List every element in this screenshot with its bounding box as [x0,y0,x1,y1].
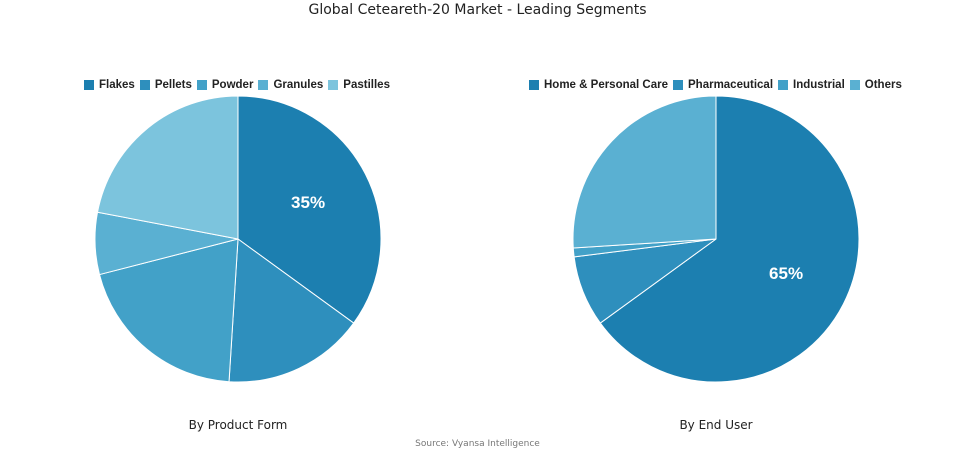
legend-swatch [529,80,539,90]
legend-end-user: Home & Personal Care Pharmaceutical Indust… [529,79,907,91]
legend-product-form: Flakes Pellets Powder Granules Pastilles [84,79,395,91]
legend-item: Granules [258,79,323,91]
legend-swatch [778,80,789,90]
legend-label: Pellets [154,79,192,91]
legend-label: Industrial [793,79,845,91]
slice-value-label: 35% [291,193,325,212]
legend-item: Others [849,79,902,91]
pie-slice-flakes [237,95,382,324]
legend-item: Industrial [778,79,845,91]
pie-slice-others [572,95,717,249]
slice-value-label: 65% [769,264,803,283]
subtitle-product-form: By Product Form [188,418,288,432]
legend-swatch [196,80,207,90]
pie-slice-powder [98,238,239,383]
subtitle-end-user: By End User [679,418,753,432]
pie-slice-pellets [228,238,355,383]
legend-label: Pharmaceutical [688,79,774,91]
legend-swatch [849,80,860,90]
legend-label: Powder [211,79,254,91]
legend-swatch [84,80,94,90]
legend-item: Pastilles [328,79,390,91]
legend-label: Granules [273,79,324,91]
legend-item: Powder [196,79,254,91]
legend-swatch [328,80,339,90]
source-note: Source: Vyansa Intelligence [415,439,540,449]
chart-title: Global Ceteareth-20 Market - Leading Seg… [308,2,647,18]
legend-label: Others [864,79,902,91]
legend-item: Flakes [84,79,135,91]
pie-slice-home-personal-care [599,95,860,383]
legend-swatch [139,80,150,90]
pie-slice-pastilles [96,95,239,240]
legend-label: Pastilles [343,79,390,91]
legend-item: Home & Personal Care [529,79,668,91]
legend-swatch [673,80,683,90]
legend-label: Flakes [99,79,135,91]
legend-item: Pellets [139,79,192,91]
legend-label: Home & Personal Care [544,79,668,91]
legend-item: Pharmaceutical [673,79,773,91]
legend-swatch [258,80,269,90]
